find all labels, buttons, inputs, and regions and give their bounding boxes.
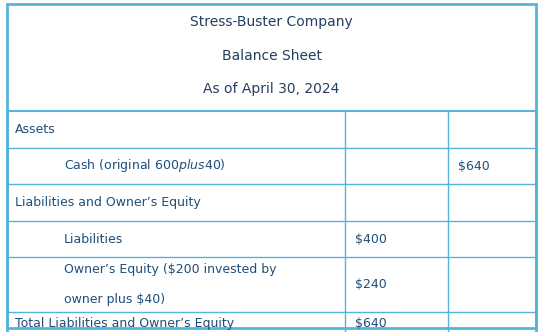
Text: As of April 30, 2024: As of April 30, 2024 <box>203 82 340 96</box>
Text: Cash (original $600 plus $40): Cash (original $600 plus $40) <box>64 157 225 175</box>
Text: Balance Sheet: Balance Sheet <box>222 48 321 63</box>
Text: Total Liabilities and Owner’s Equity: Total Liabilities and Owner’s Equity <box>15 317 234 330</box>
Text: Owner’s Equity ($200 invested by: Owner’s Equity ($200 invested by <box>64 263 276 277</box>
Text: Liabilities and Owner’s Equity: Liabilities and Owner’s Equity <box>15 196 200 209</box>
Text: owner plus $40): owner plus $40) <box>64 293 165 306</box>
Text: $400: $400 <box>355 232 387 246</box>
Text: $640: $640 <box>355 317 386 330</box>
Text: Assets: Assets <box>15 123 55 136</box>
Text: Stress-Buster Company: Stress-Buster Company <box>190 15 353 30</box>
Text: $640: $640 <box>458 159 489 173</box>
Text: $240: $240 <box>355 278 386 291</box>
Text: Liabilities: Liabilities <box>64 232 123 246</box>
